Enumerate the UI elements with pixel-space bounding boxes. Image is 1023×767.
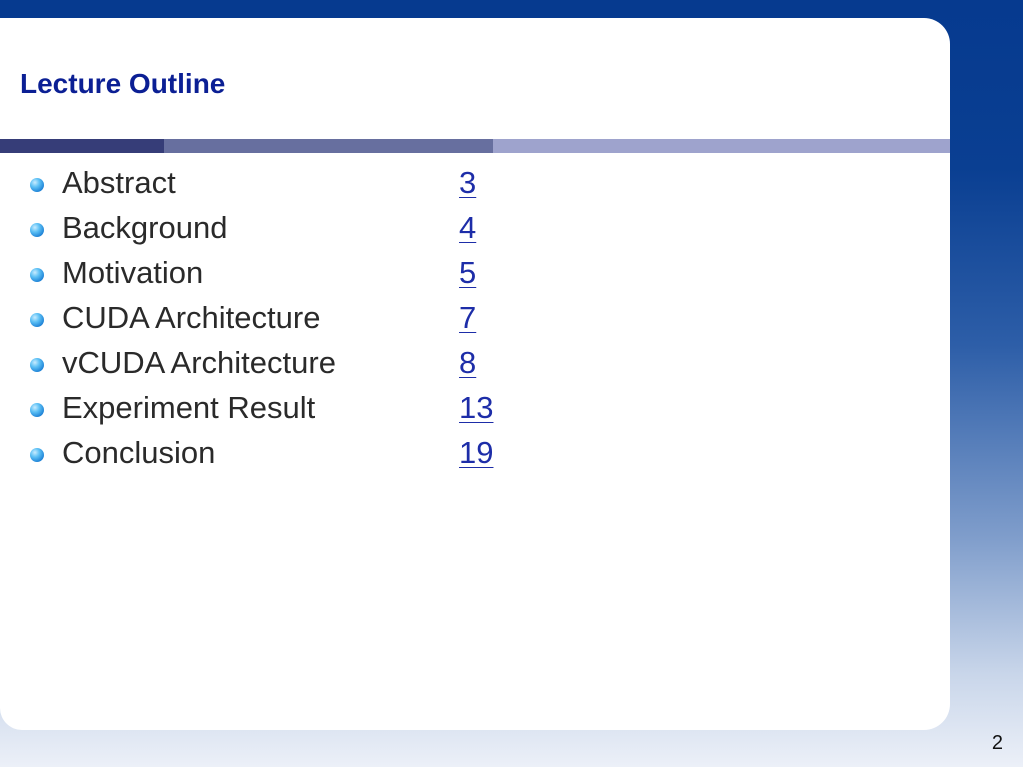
bullet-icon (30, 403, 44, 417)
outline-item: Conclusion 19 (0, 433, 600, 478)
slide-title: Lecture Outline (20, 68, 226, 99)
bullet-icon (30, 448, 44, 462)
outline-item: Motivation 5 (0, 253, 600, 298)
slide-panel: Lecture Outline Abstract 3 Background 4 … (0, 18, 950, 730)
bullet-icon (30, 358, 44, 372)
bullet-icon (30, 223, 44, 237)
divider-segment-mid (164, 139, 493, 153)
outline-item-label: CUDA Architecture (62, 300, 321, 335)
outline-page-link[interactable]: 13 (459, 390, 494, 425)
outline-item-label: Experiment Result (62, 390, 316, 425)
outline-page-link[interactable]: 3 (459, 165, 477, 200)
outline-item: Abstract 3 (0, 163, 600, 208)
divider-segment-dark (0, 139, 164, 153)
outline-item: vCUDA Architecture 8 (0, 343, 600, 388)
outline-page-link[interactable]: 5 (459, 255, 477, 290)
outline-page-link[interactable]: 4 (459, 210, 477, 245)
outline-item: Background 4 (0, 208, 600, 253)
outline-item: CUDA Architecture 7 (0, 298, 600, 343)
divider-segment-light (493, 139, 950, 153)
outline-item-label: Abstract (62, 165, 176, 200)
outline-page-link[interactable]: 7 (459, 300, 477, 335)
outline-page-link[interactable]: 19 (459, 435, 494, 470)
slide-number: 2 (991, 732, 1003, 754)
outline-item-label: Background (62, 210, 228, 245)
outline-list: Abstract 3 Background 4 Motivation 5 CUD… (0, 163, 600, 478)
outline-item-label: vCUDA Architecture (62, 345, 336, 380)
outline-item-label: Conclusion (62, 435, 216, 470)
outline-page-link[interactable]: 8 (459, 345, 477, 380)
outline-item: Experiment Result 13 (0, 388, 600, 433)
bullet-icon (30, 313, 44, 327)
outline-item-label: Motivation (62, 255, 204, 290)
bullet-icon (30, 178, 44, 192)
bullet-icon (30, 268, 44, 282)
title-divider-bar (0, 139, 950, 153)
